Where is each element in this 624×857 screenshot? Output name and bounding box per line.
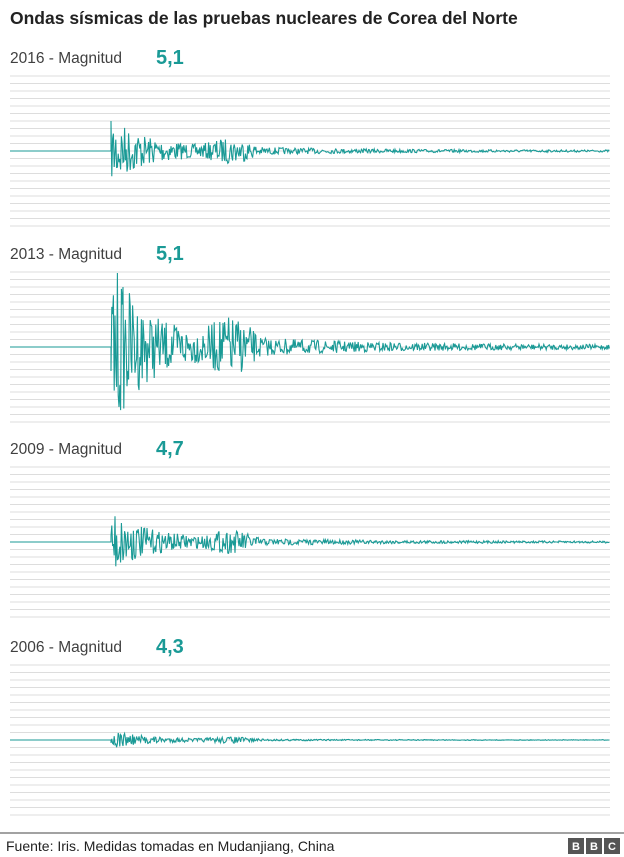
logo-box (586, 838, 602, 854)
magnitude: 4,7 (156, 438, 184, 460)
title: Ondas sísmicas de las pruebas nucleares … (10, 8, 518, 28)
source: Fuente: Iris. Medidas tomadas en Mudanji… (6, 838, 335, 854)
logo-letter: C (608, 841, 616, 853)
panel-label: 2016 - Magnitud (10, 50, 122, 67)
seismogram (10, 731, 610, 748)
panel-label: 2006 - Magnitud (10, 639, 122, 656)
magnitude: 5,1 (156, 243, 184, 265)
magnitude: 4,3 (156, 636, 184, 658)
logo-letter: B (590, 841, 598, 853)
seismogram (10, 120, 610, 177)
magnitude: 5,1 (156, 47, 184, 69)
seismogram (10, 516, 610, 567)
logo-box (568, 838, 584, 854)
logo-box (604, 838, 620, 854)
seismogram (10, 272, 610, 411)
panel-label: 2013 - Magnitud (10, 246, 122, 263)
panel-label: 2009 - Magnitud (10, 441, 122, 458)
logo-letter: B (572, 841, 580, 853)
